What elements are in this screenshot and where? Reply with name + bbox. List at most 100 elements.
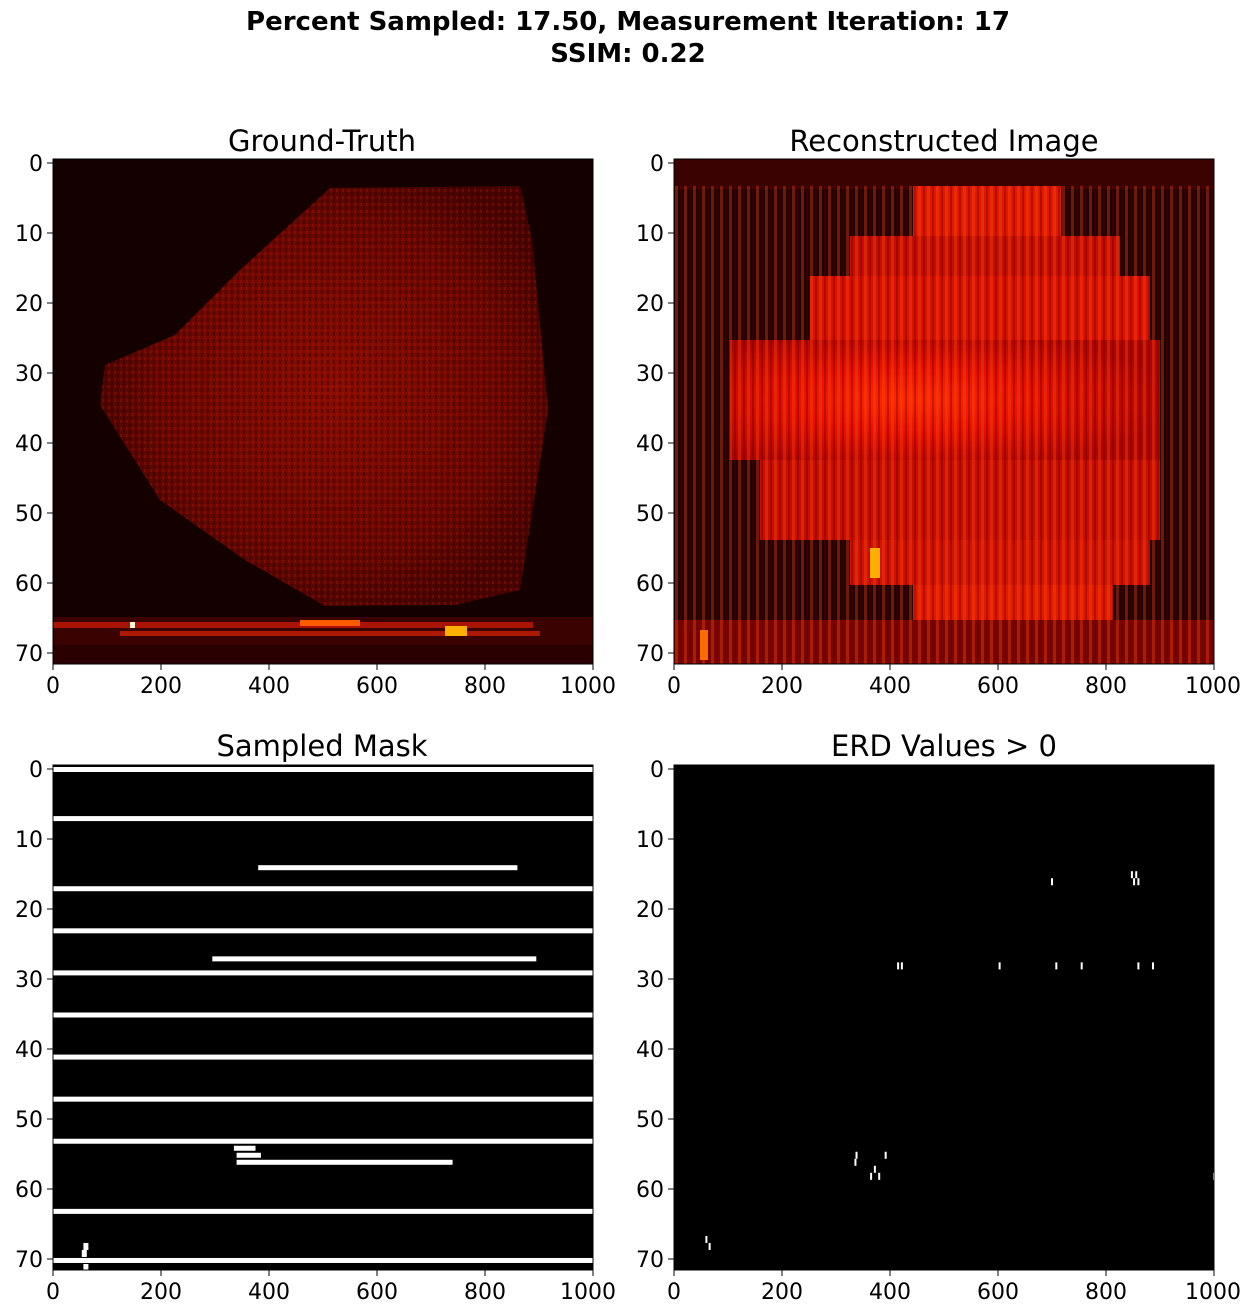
panel-title-sampled-mask: Sampled Mask: [216, 729, 427, 763]
erd-point: [1055, 962, 1058, 970]
x-tick-label: 200: [761, 674, 803, 699]
x-axis-reconstructed: 0 200 400 600 800 1000: [667, 664, 1241, 699]
mask-marks: [53, 767, 593, 1271]
x-tick-label: 400: [869, 674, 911, 699]
x-tick-label: 200: [140, 1280, 182, 1305]
y-axis-ground-truth: 0 10 20 30 40 50 60 70: [15, 152, 53, 667]
y-tick-label: 30: [636, 968, 664, 993]
panel-reconstructed: Reconstructed Image 0 10 20 30 40 50 60: [636, 124, 1241, 699]
mask-row-line: [53, 767, 593, 772]
y-tick-label: 20: [636, 898, 664, 923]
x-tick-label: 600: [977, 674, 1019, 699]
x-tick-label: 600: [356, 674, 398, 699]
erd-point: [854, 1158, 857, 1166]
y-tick-label: 40: [636, 432, 664, 457]
x-tick-label: 400: [248, 674, 290, 699]
panel-sampled-mask: Sampled Mask 0 10 20 30 40 50 60 70 0 20…: [15, 729, 616, 1305]
erd-point: [1135, 871, 1138, 879]
mask-partial-line: [258, 865, 518, 871]
y-tick-label: 60: [15, 572, 43, 597]
x-tick-label: 600: [356, 1280, 398, 1305]
x-tick-label: 0: [46, 1280, 60, 1305]
x-tick-label: 800: [1085, 1280, 1127, 1305]
y-tick-label: 10: [15, 828, 43, 853]
x-tick-label: 1000: [560, 674, 616, 699]
y-axis-erd-values: 0 10 20 30 40 50 60 70: [636, 758, 674, 1273]
y-tick-label: 0: [650, 152, 664, 177]
mask-partial-line: [236, 1159, 453, 1165]
erd-point: [1133, 878, 1136, 886]
x-tick-label: 600: [977, 1280, 1019, 1305]
erd-point: [998, 962, 1001, 970]
erd-point: [1151, 962, 1154, 970]
mask-row-line: [53, 816, 593, 822]
x-tick-label: 200: [761, 1280, 803, 1305]
x-tick-label: 400: [869, 1280, 911, 1305]
mask-partial-line: [212, 956, 537, 962]
y-tick-label: 60: [636, 572, 664, 597]
erd-point: [705, 1235, 708, 1243]
y-tick-label: 10: [636, 222, 664, 247]
x-axis-ground-truth: 0 200 400 600 800 1000: [46, 664, 616, 699]
x-tick-label: 200: [140, 674, 182, 699]
y-tick-label: 40: [636, 1038, 664, 1063]
y-tick-label: 70: [636, 1248, 664, 1273]
mask-row-line: [53, 1138, 593, 1144]
x-tick-label: 0: [667, 1280, 681, 1305]
heatmap-sampled-mask: [53, 765, 593, 1270]
mask-row-line: [53, 928, 593, 934]
erd-point: [884, 1151, 887, 1159]
y-tick-label: 20: [636, 292, 664, 317]
erd-point: [878, 1172, 881, 1180]
y-tick-label: 30: [15, 362, 43, 387]
x-tick-label: 800: [1085, 674, 1127, 699]
y-tick-label: 50: [15, 1108, 43, 1133]
mask-partial-line: [233, 1145, 256, 1151]
mask-row-line: [53, 1257, 593, 1263]
panel-title-ground-truth: Ground-Truth: [228, 124, 416, 158]
x-tick-label: 1000: [560, 1280, 616, 1305]
heatmap-erd-values: [674, 765, 1214, 1270]
x-axis-sampled-mask: 0 200 400 600 800 1000: [46, 1270, 616, 1305]
x-axis-erd-values: 0 200 400 600 800 1000: [667, 1270, 1241, 1305]
y-tick-label: 0: [650, 758, 664, 783]
erd-point: [1137, 962, 1140, 970]
y-axis-reconstructed: 0 10 20 30 40 50 60 70: [636, 152, 674, 667]
mask-point: [83, 1242, 89, 1250]
y-tick-label: 70: [15, 1248, 43, 1273]
y-tick-label: 70: [15, 642, 43, 667]
erd-point: [870, 1172, 873, 1180]
x-tick-label: 800: [464, 674, 506, 699]
y-tick-label: 60: [636, 1178, 664, 1203]
erd-point: [855, 1151, 858, 1159]
y-tick-label: 40: [15, 1038, 43, 1063]
figure-title-line2: SSIM: 0.22: [550, 39, 706, 69]
y-tick-label: 20: [15, 898, 43, 923]
y-tick-label: 40: [15, 432, 43, 457]
panel-erd-values: ERD Values > 0 0 10 20 30 40 50 60 70 0 …: [636, 729, 1241, 1305]
y-tick-label: 50: [636, 1108, 664, 1133]
erd-point: [708, 1242, 711, 1250]
y-tick-label: 0: [29, 758, 43, 783]
erd-point: [1051, 878, 1053, 886]
y-axis-sampled-mask: 0 10 20 30 40 50 60 70: [15, 758, 53, 1273]
mask-row-line: [53, 1012, 593, 1018]
y-tick-label: 30: [636, 362, 664, 387]
y-tick-label: 0: [29, 152, 43, 177]
x-tick-label: 800: [464, 1280, 506, 1305]
x-tick-label: 0: [667, 674, 681, 699]
x-tick-label: 0: [46, 674, 60, 699]
mask-row-line: [53, 1096, 593, 1102]
x-tick-label: 1000: [1185, 1280, 1241, 1305]
panel-title-erd-values: ERD Values > 0: [831, 729, 1057, 763]
y-tick-label: 70: [636, 642, 664, 667]
y-tick-label: 10: [15, 222, 43, 247]
y-tick-label: 50: [636, 502, 664, 527]
figure-title-line1: Percent Sampled: 17.50, Measurement Iter…: [246, 7, 1010, 37]
panel-title-reconstructed: Reconstructed Image: [789, 124, 1098, 158]
x-tick-label: 1000: [1185, 674, 1241, 699]
erd-point: [1137, 878, 1140, 886]
y-tick-label: 20: [15, 292, 43, 317]
erd-point: [873, 1165, 876, 1173]
